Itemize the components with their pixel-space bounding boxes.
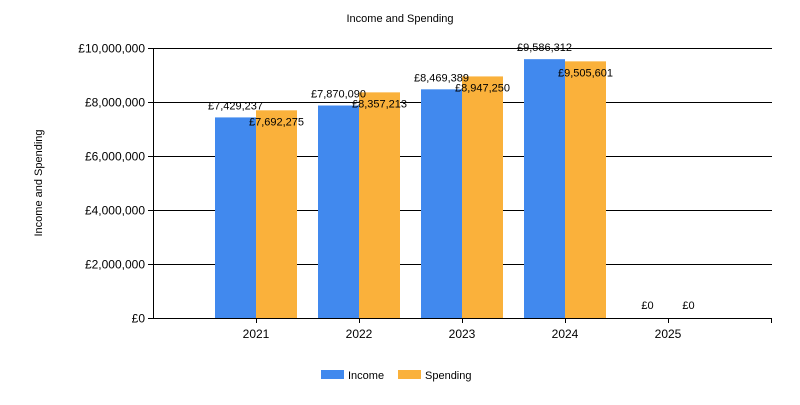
bars [215,59,606,318]
bar-spending-2024 [565,61,606,318]
bar-spending-2021 [256,110,297,318]
legend-label-income: Income [348,370,384,382]
data-label: £8,947,250 [455,82,510,94]
y-tick-label: £6,000,000 [85,150,145,164]
data-label: £0 [682,300,694,312]
axes: £0 £2,000,000 £4,000,000 £6,000,000 £8,000,0… [78,42,772,341]
legend-swatch-spending [398,370,421,379]
data-label: £0 [641,300,653,312]
legend-label-spending: Spending [425,370,472,382]
bar-income-2023 [421,89,462,318]
bar-spending-2023 [462,76,503,318]
x-tick-label: 2025 [655,327,682,341]
y-tick-label: £0 [132,312,146,326]
data-label: £8,357,213 [352,98,407,110]
bar-income-2022 [318,105,359,318]
x-tick-label: 2021 [243,327,270,341]
bar-spending-2022 [359,92,400,318]
legend: Income Spending [321,370,472,382]
y-tick-label: £2,000,000 [85,258,145,272]
x-tick-label: 2023 [449,327,476,341]
y-tick-label: £8,000,000 [85,96,145,110]
x-tick-label: 2024 [552,327,579,341]
y-tick-label: £10,000,000 [78,42,145,56]
data-label: £9,586,312 [517,42,572,54]
bar-income-2024 [524,59,565,318]
legend-swatch-income [321,370,344,379]
data-label: £7,692,275 [249,116,304,128]
chart-title: Income and Spending [346,13,453,25]
data-label: £8,469,389 [414,72,469,84]
bar-income-2021 [215,117,256,318]
data-labels: £7,429,237 £7,692,275 £7,870,090£8,357,213… [208,42,695,312]
data-label: £7,870,090 [311,89,366,101]
y-axis-title: Income and Spending [33,129,45,236]
x-tick-label: 2022 [346,327,373,341]
data-label: £7,429,237 [208,100,263,112]
y-tick-label: £4,000,000 [85,204,145,218]
data-label: £9,505,601 [558,67,613,79]
